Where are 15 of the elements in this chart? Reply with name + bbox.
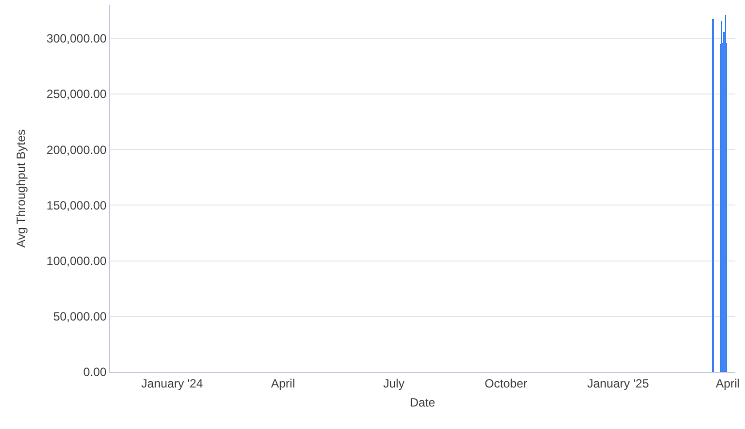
x-tick-label: January '25 [587, 376, 650, 390]
y-tick-label: 300,000.00 [46, 32, 107, 46]
x-tick-label: January '24 [141, 376, 204, 390]
y-tick-label: 0.00 [83, 365, 107, 380]
y-tick-label: 250,000.00 [46, 87, 107, 102]
y-tick-label: 200,000.00 [46, 142, 107, 157]
x-tick-label: April [716, 376, 740, 390]
y-tick-label: 150,000.00 [46, 198, 107, 212]
y-tick-label: 100,000.00 [46, 254, 107, 268]
y-axis-title: Avg Throughput Bytes [14, 129, 28, 248]
x-tick-label: July [383, 376, 405, 390]
x-tick-label: April [270, 376, 296, 390]
x-tick-label: October [484, 376, 528, 390]
x-axis-title: Date [410, 395, 436, 410]
y-tick-label: 50,000.00 [53, 310, 107, 324]
